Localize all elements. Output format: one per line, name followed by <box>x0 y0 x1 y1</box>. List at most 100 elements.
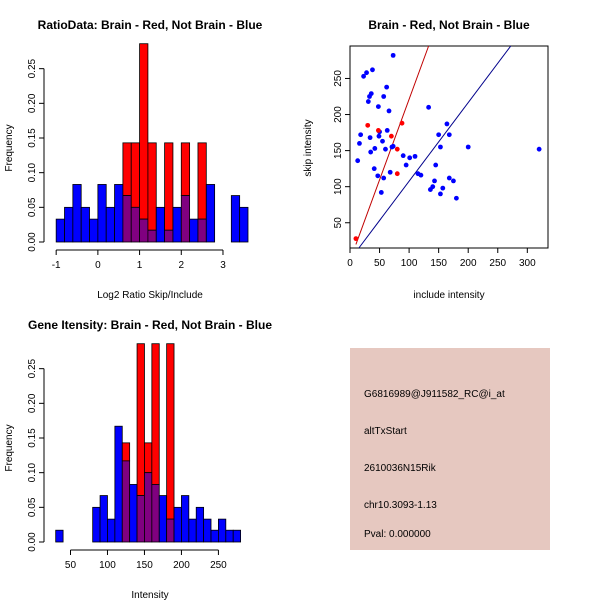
not-brain-point <box>451 178 456 184</box>
scatter-y-tick-label: 150 <box>333 142 344 159</box>
not-brain-point <box>371 166 377 172</box>
gene-histogram-bar <box>144 442 153 474</box>
ratio-histogram-bar <box>172 206 182 243</box>
info-event-type: altTxStart <box>364 426 407 437</box>
ratio-histogram-bar <box>180 142 191 196</box>
ratio-histogram-axes: -1 0 1 2 3 0.00 0.05 0.10 0.15 0.20 0.25 <box>27 58 226 271</box>
gene-histogram-panel: Gene Itensity: Brain - Red, Not Brain - … <box>4 318 272 601</box>
ratio-histogram-bar <box>89 218 99 243</box>
brain-point <box>394 146 400 152</box>
brain-point <box>394 171 400 177</box>
info-panel: G6816989@J911582_RC@i_at altTxStart 2610… <box>350 348 550 550</box>
not-brain-point <box>357 140 362 146</box>
scatter-title: Brain - Red, Not Brain - Blue <box>368 18 530 32</box>
gene-histogram-bar <box>232 529 242 543</box>
not-brain-point <box>361 73 366 79</box>
not-brain-point <box>446 132 452 138</box>
not-brain-point <box>365 99 371 104</box>
gene-histogram-bar <box>158 495 168 543</box>
not-brain-point <box>378 190 384 195</box>
ratio-histogram-y-tick-label: 0.15 <box>27 128 38 148</box>
not-brain-point <box>370 67 375 73</box>
gene-histogram-bar <box>129 484 138 543</box>
not-brain-point <box>403 162 409 168</box>
gene-histogram-bar <box>55 529 64 543</box>
not-brain-point <box>536 146 542 152</box>
info-location: chr10.3093-1.13 <box>364 500 437 511</box>
scatter-panel: Brain - Red, Not Brain - Blue include in… <box>303 18 549 301</box>
ratio-histogram-y-tick-label: 0.05 <box>27 197 38 217</box>
ratio-histogram-bar <box>147 142 157 231</box>
scatter-y-tick-label: 100 <box>333 178 344 195</box>
ratio-histogram-bar <box>155 206 165 243</box>
scatter-points <box>353 52 542 242</box>
gene-histogram-bar <box>136 343 145 496</box>
gene-histogram-bar <box>92 506 101 543</box>
not-brain-point <box>438 144 443 150</box>
scatter-y-tick-label: 200 <box>333 106 344 123</box>
ratio-histogram-overlap-bar <box>122 195 132 243</box>
not-brain-point <box>444 121 450 127</box>
gene-histogram-overlap-bar <box>151 484 160 543</box>
gene-histogram-bar <box>218 518 227 543</box>
ratio-histogram-xlabel: Log2 Ratio Skip/Include <box>97 290 203 301</box>
ratio-histogram-bar <box>105 206 115 243</box>
gene-histogram-x-tick-label: 150 <box>136 560 153 571</box>
ratio-histogram-y-tick-label: 0.10 <box>27 162 38 182</box>
gene-histogram-y-tick-label: 0.25 <box>27 358 38 378</box>
ratio-histogram-bar <box>189 218 199 243</box>
not-brain-point <box>364 70 369 76</box>
not-brain-point <box>440 185 446 191</box>
gene-histogram-x-tick-label: 250 <box>210 560 227 571</box>
ratio-histogram-x-tick-label: 0 <box>95 260 101 271</box>
gene-histogram-y-tick-label: 0.15 <box>27 428 38 448</box>
not-brain-point <box>380 138 385 144</box>
ratio-histogram-y-tick-label: 0.00 <box>27 232 38 252</box>
gene-histogram-overlap-bar <box>136 495 145 543</box>
ratio-histogram-overlap-bar <box>130 206 140 243</box>
scatter-x-tick-label: 200 <box>460 258 477 269</box>
ratio-histogram-bar <box>197 142 207 220</box>
not-brain-point <box>375 173 381 179</box>
ratio-histogram-bars <box>55 43 249 243</box>
not-brain-point <box>432 178 437 184</box>
not-brain-point <box>400 153 406 159</box>
not-brain-point <box>355 158 361 164</box>
gene-histogram-x-tick-label: 200 <box>173 560 190 571</box>
gene-histogram-overlap-bar <box>144 472 153 543</box>
scatter-plot-frame <box>349 45 549 249</box>
brain-point <box>353 236 359 242</box>
scatter-xlabel: include intensity <box>413 290 484 301</box>
scatter-y-tick-label: 250 <box>333 70 344 87</box>
ratio-histogram-x-tick-label: -1 <box>52 260 61 271</box>
gene-histogram-x-tick-label: 50 <box>65 560 77 571</box>
scatter-y-tick-label: 50 <box>333 217 344 229</box>
scatter-x-tick-label: 100 <box>401 258 418 269</box>
not-brain-point <box>383 146 388 152</box>
gene-histogram-bar <box>121 442 131 462</box>
not-brain-point <box>438 191 443 197</box>
not-brain-point <box>384 128 390 133</box>
gene-histogram-bar <box>114 425 123 543</box>
not-brain-point <box>368 91 374 97</box>
gene-histogram-bar <box>195 506 205 543</box>
ratio-histogram-bar <box>122 142 132 196</box>
not-brain-point <box>387 169 393 175</box>
brain-point <box>365 122 371 128</box>
gene-histogram-xlabel: Intensity <box>131 590 168 600</box>
gene-histogram-overlap-bar <box>166 518 175 543</box>
gene-histogram-bar <box>203 518 212 543</box>
not-brain-point <box>375 104 381 109</box>
gene-histogram-bar <box>181 495 190 543</box>
not-brain-point <box>446 175 452 181</box>
ratio-histogram-bar <box>80 206 90 243</box>
not-brain-point <box>426 104 432 110</box>
brain-point <box>388 133 394 139</box>
ratio-histogram-bar <box>230 195 241 243</box>
gene-histogram-x-tick-label: 100 <box>99 560 116 571</box>
scatter-x-tick-label: 300 <box>519 258 536 269</box>
gene-histogram-overlap-bar <box>121 460 131 543</box>
not-brain-point <box>358 132 364 138</box>
not-brain-point <box>386 108 392 114</box>
